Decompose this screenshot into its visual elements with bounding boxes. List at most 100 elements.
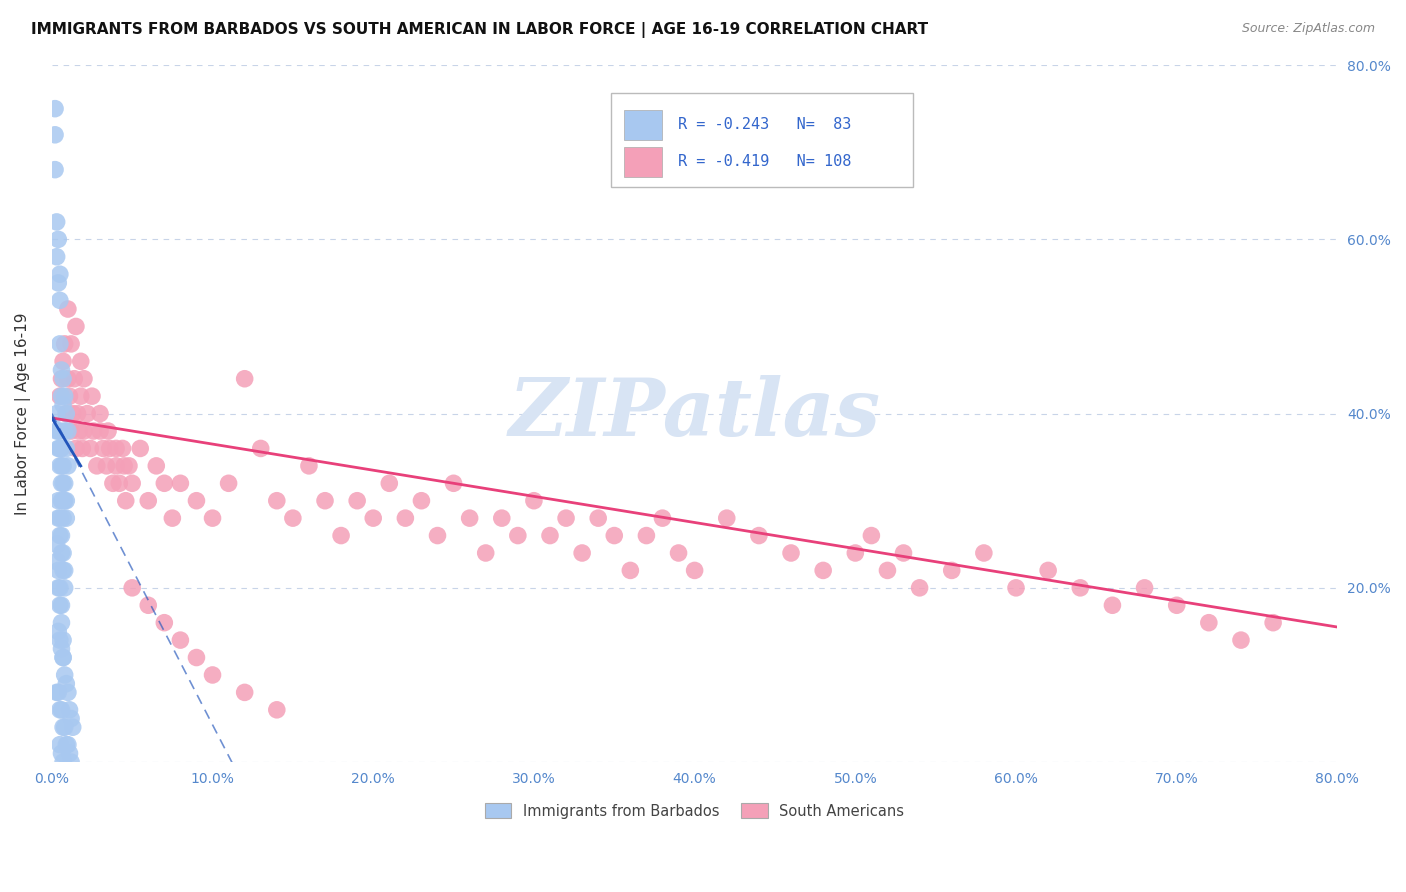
Point: [52, 372, 75, 386]
Point: [52, 755, 75, 769]
Point: [218, 476, 240, 491]
Point: [153, 476, 176, 491]
Point: [55, 493, 77, 508]
Point: [89, 424, 111, 438]
Point: [281, 511, 304, 525]
Point: [201, 668, 224, 682]
Point: [1166, 599, 1188, 613]
Point: [114, 493, 136, 508]
Point: [53, 337, 76, 351]
Point: [860, 528, 883, 542]
Point: [49, 528, 72, 542]
Point: [506, 528, 529, 542]
Point: [55, 442, 77, 456]
Point: [51, 599, 73, 613]
Point: [56, 424, 79, 438]
Point: [49, 424, 72, 438]
Point: [63, 372, 86, 386]
Point: [1198, 615, 1220, 630]
Point: [668, 546, 690, 560]
Point: [46, 511, 69, 525]
Point: [51, 615, 73, 630]
Point: [76, 407, 98, 421]
Point: [186, 650, 208, 665]
Point: [136, 493, 159, 508]
Point: [58, 747, 80, 761]
Point: [49, 293, 72, 308]
Point: [52, 493, 75, 508]
Point: [266, 703, 288, 717]
Point: [1005, 581, 1028, 595]
Point: [411, 493, 433, 508]
Point: [908, 581, 931, 595]
Point: [443, 476, 465, 491]
Point: [56, 738, 79, 752]
Point: [52, 650, 75, 665]
Point: [46, 563, 69, 577]
Point: [72, 442, 94, 456]
Point: [56, 685, 79, 699]
Point: [52, 546, 75, 560]
Point: [46, 232, 69, 246]
Point: [51, 363, 73, 377]
Point: [111, 442, 134, 456]
Point: [55, 676, 77, 690]
Point: [51, 476, 73, 491]
Point: [46, 424, 69, 438]
Point: [49, 599, 72, 613]
Point: [136, 599, 159, 613]
Y-axis label: In Labor Force | Age 16-19: In Labor Force | Age 16-19: [15, 312, 31, 515]
Point: [53, 493, 76, 508]
Point: [51, 528, 73, 542]
Point: [973, 546, 995, 560]
Point: [52, 720, 75, 734]
Point: [458, 511, 481, 525]
Point: [169, 633, 191, 648]
Point: [80, 389, 103, 403]
Point: [53, 476, 76, 491]
Point: [52, 650, 75, 665]
Point: [121, 581, 143, 595]
Point: [298, 458, 321, 473]
Point: [83, 424, 105, 438]
Point: [51, 458, 73, 473]
Point: [96, 458, 118, 473]
Point: [1261, 615, 1284, 630]
Point: [683, 563, 706, 577]
Point: [53, 424, 76, 438]
Point: [145, 458, 167, 473]
Legend: Immigrants from Barbados, South Americans: Immigrants from Barbados, South American…: [479, 797, 910, 824]
Point: [52, 563, 75, 577]
Point: [619, 563, 641, 577]
Point: [748, 528, 770, 542]
Point: [45, 250, 67, 264]
FancyBboxPatch shape: [612, 93, 912, 187]
Point: [46, 624, 69, 639]
Point: [60, 755, 83, 769]
Point: [876, 563, 898, 577]
Point: [66, 407, 89, 421]
Point: [49, 581, 72, 595]
Point: [56, 372, 79, 386]
Point: [45, 215, 67, 229]
Point: [811, 563, 834, 577]
Point: [49, 703, 72, 717]
Point: [49, 337, 72, 351]
Point: [555, 511, 578, 525]
Point: [378, 476, 401, 491]
Point: [62, 407, 84, 421]
Point: [201, 511, 224, 525]
Point: [44, 102, 66, 116]
Point: [46, 442, 69, 456]
Point: [53, 581, 76, 595]
Point: [46, 581, 69, 595]
Point: [51, 546, 73, 560]
Point: [45, 424, 67, 438]
Point: [186, 493, 208, 508]
Point: [538, 528, 561, 542]
Point: [52, 633, 75, 648]
Point: [67, 424, 90, 438]
FancyBboxPatch shape: [624, 147, 662, 177]
Point: [55, 407, 77, 421]
Point: [49, 267, 72, 281]
